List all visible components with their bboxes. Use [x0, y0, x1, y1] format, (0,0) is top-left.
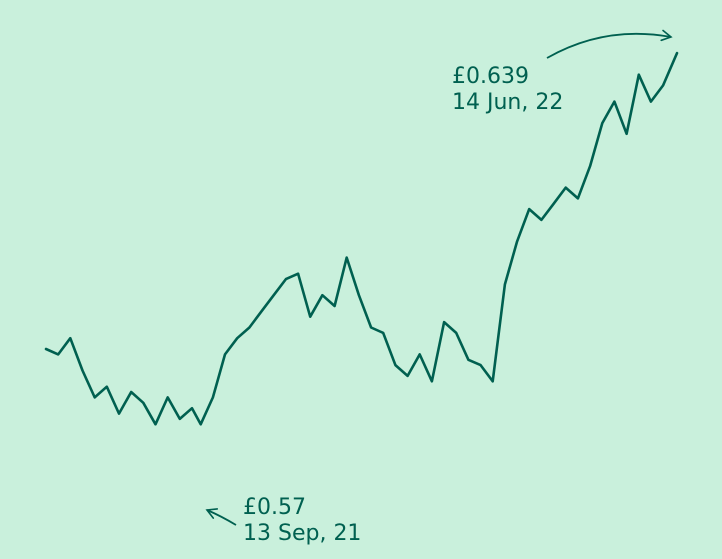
series-line-0: [44, 51, 679, 426]
high-annotation-value: £0.639: [452, 64, 529, 89]
high-annotation-arrow: [546, 29, 673, 59]
series-layer: [44, 51, 679, 426]
low-annotation-value: £0.57: [243, 495, 306, 520]
high-annotation-date: 14 Jun, 22: [452, 90, 563, 115]
low-annotation-date: 13 Sep, 21: [243, 521, 361, 546]
low-annotation-arrow: [205, 508, 237, 526]
